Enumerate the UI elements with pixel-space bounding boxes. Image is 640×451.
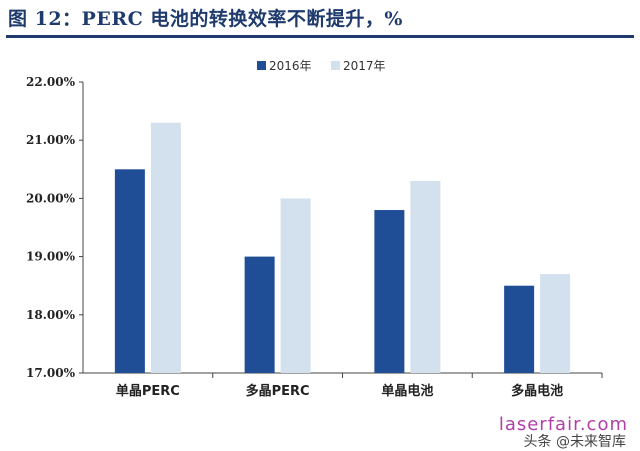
watermark-author: 头条 @未来智库 — [523, 434, 626, 450]
y-tick-label: 17.00% — [26, 366, 76, 380]
y-tick-label: 21.00% — [26, 133, 76, 147]
legend-swatch — [257, 61, 266, 70]
legend-label: 2017年 — [343, 59, 386, 73]
bar — [374, 210, 405, 373]
bar — [410, 180, 441, 373]
y-tick-label: 18.00% — [26, 308, 76, 322]
bar — [540, 274, 571, 373]
bar — [114, 169, 145, 373]
watermark-site: laserfair.com — [498, 414, 628, 435]
x-tick-label: 单晶PERC — [116, 383, 180, 399]
bar — [244, 256, 275, 373]
chart-title: 图 12：PERC 电池的转换效率不断提升，% — [8, 8, 403, 30]
y-tick-label: 19.00% — [26, 250, 76, 264]
legend-label: 2016年 — [269, 59, 312, 73]
bar — [280, 198, 311, 373]
y-tick-label: 22.00% — [26, 75, 76, 89]
x-tick-label: 多晶电池 — [511, 383, 563, 399]
y-tick-label: 20.00% — [26, 191, 76, 205]
bar — [504, 285, 535, 373]
bar — [150, 122, 181, 374]
x-tick-label: 单晶电池 — [381, 383, 433, 399]
title-rule — [6, 35, 634, 38]
x-tick-label: 多晶PERC — [246, 383, 310, 399]
legend-swatch — [331, 61, 340, 70]
